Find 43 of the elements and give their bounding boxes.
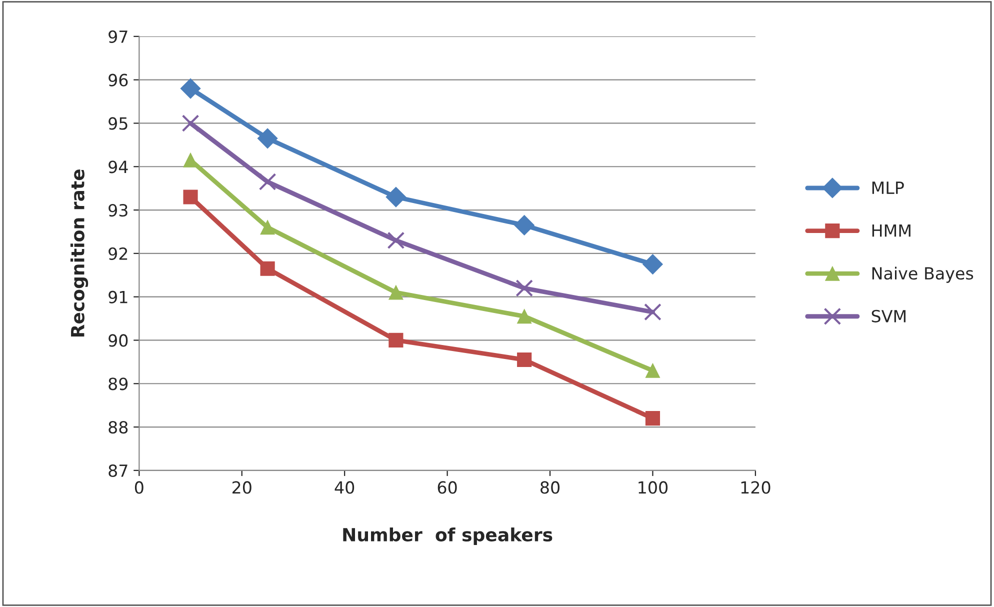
x-tick-label: 80: [540, 481, 560, 494]
x-tick-label: 40: [334, 481, 354, 494]
x-tick-label: 100: [638, 481, 668, 494]
point: [514, 215, 535, 236]
y-tick-label: 88: [108, 420, 128, 434]
y-tick-label: 87: [108, 464, 128, 477]
point: [387, 232, 405, 250]
point: [516, 279, 534, 297]
point: [183, 190, 198, 204]
legend-label: MLP: [872, 182, 904, 194]
x-tick-label: 60: [438, 481, 457, 494]
y-tick-label: 93: [108, 204, 128, 217]
point: [260, 220, 275, 235]
point: [180, 78, 201, 99]
legend-label: HMM: [872, 224, 910, 237]
point: [517, 352, 532, 368]
point: [182, 114, 200, 132]
x-tick-label: 20: [232, 481, 252, 494]
x-tick-label: 0: [134, 481, 144, 494]
x-axis-title: Number of speakers: [343, 528, 552, 545]
y-tick-label: 91: [108, 290, 128, 304]
point: [386, 186, 406, 208]
y-tick-label: 90: [108, 334, 128, 347]
point: [388, 285, 404, 300]
y-tick-label: 89: [108, 378, 128, 390]
x-tick-label: 120: [741, 481, 770, 494]
point: [260, 261, 275, 276]
point: [645, 411, 660, 426]
point: [642, 254, 663, 274]
y-tick-label: 96: [108, 74, 128, 86]
point: [257, 128, 278, 149]
y-tick-label: 92: [108, 247, 128, 260]
y-tick-label: 95: [108, 117, 128, 130]
point: [645, 363, 660, 378]
point: [388, 332, 404, 348]
y-axis-title: Recognition rate: [70, 170, 88, 337]
point: [258, 173, 276, 190]
y-tick-label: 94: [108, 160, 128, 174]
point: [644, 303, 662, 321]
y-tick-label: 97: [108, 30, 128, 43]
legend-label: SVM: [872, 310, 906, 322]
point: [517, 309, 532, 324]
legend-label: Naive Bayes: [872, 266, 974, 283]
